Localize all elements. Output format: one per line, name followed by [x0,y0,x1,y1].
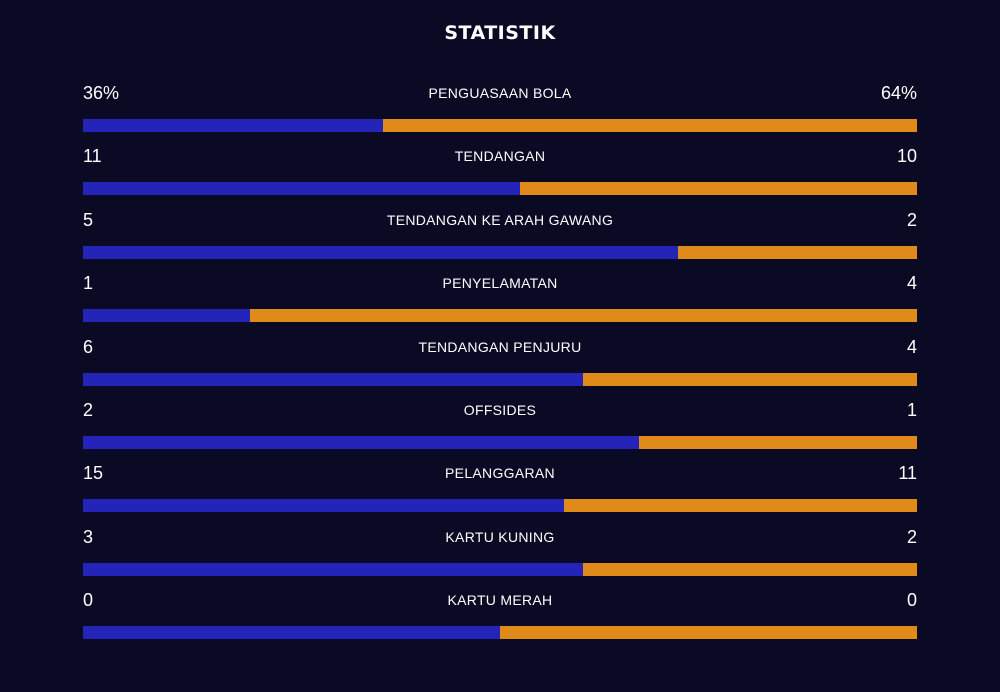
home-bar-segment [83,119,384,132]
stat-row-offsides: 2 OFFSIDES 1 [83,399,917,451]
comparison-bar [83,309,917,322]
home-bar-segment [83,182,521,195]
stat-row-red-cards: 0 KARTU MERAH 0 [83,589,917,641]
comparison-bar [83,246,917,259]
away-bar-segment [583,373,917,386]
home-value: 0 [83,590,94,610]
home-value: 2 [83,400,94,420]
away-value: 11 [898,463,917,483]
stat-row-yellow-cards: 3 KARTU KUNING 2 [83,526,917,578]
stat-label: TENDANGAN PENJURU [418,339,582,355]
away-bar-segment [583,563,917,576]
home-bar-segment [83,563,584,576]
stat-row-possession: 36% PENGUASAAN BOLA 64% [83,82,917,134]
home-bar-segment [83,436,640,449]
home-bar-segment [83,626,500,639]
home-value: 11 [83,146,102,166]
home-value: 1 [83,273,94,293]
away-value: 2 [906,210,917,230]
stat-label: PELANGGARAN [445,465,555,481]
stat-label: PENYELAMATAN [442,275,558,291]
home-bar-segment [83,499,565,512]
home-bar-segment [83,373,584,386]
stat-label: KARTU KUNING [445,529,555,545]
away-bar-segment [249,309,917,322]
stat-row-fouls: 15 PELANGGARAN 11 [83,462,917,514]
home-bar-segment [83,309,250,322]
stat-row-shots-on-target: 5 TENDANGAN KE ARAH GAWANG 2 [83,209,917,261]
away-value: 10 [896,146,917,166]
away-bar-segment [520,182,917,195]
away-bar-segment [564,499,917,512]
stat-row-shots: 11 TENDANGAN 10 [83,145,917,197]
away-value: 2 [906,527,917,547]
away-value: 1 [906,400,917,420]
comparison-bar [83,563,917,576]
away-value: 64% [880,83,917,103]
stat-label: OFFSIDES [463,402,537,418]
stat-row-corners: 6 TENDANGAN PENJURU 4 [83,336,917,388]
away-bar-segment [639,436,917,449]
away-bar-segment [500,626,917,639]
comparison-bar [83,499,917,512]
away-value: 0 [906,590,917,610]
stat-label: KARTU MERAH [447,592,553,608]
away-bar-segment [383,119,917,132]
home-bar-segment [83,246,679,259]
comparison-bar [83,626,917,639]
home-value: 5 [83,210,94,230]
stat-row-saves: 1 PENYELAMATAN 4 [83,272,917,324]
home-value: 6 [83,337,94,357]
comparison-bar [83,119,917,132]
away-bar-segment [678,246,917,259]
away-value: 4 [906,273,917,293]
home-value: 36% [83,83,120,103]
stats-title: STATISTIK [444,22,556,44]
stat-label: TENDANGAN KE ARAH GAWANG [386,212,614,228]
comparison-bar [83,182,917,195]
comparison-bar [83,373,917,386]
stat-label: PENGUASAAN BOLA [428,85,572,101]
home-value: 15 [83,463,104,483]
stat-label: TENDANGAN [454,148,546,164]
comparison-bar [83,436,917,449]
away-value: 4 [906,337,917,357]
home-value: 3 [83,527,94,547]
